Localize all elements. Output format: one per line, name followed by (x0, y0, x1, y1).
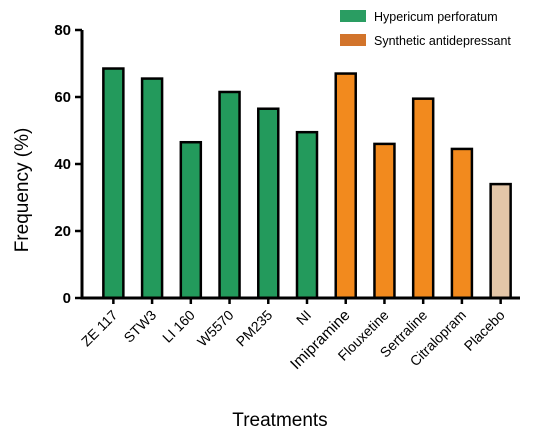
legend: Hypericum perforatum Synthetic antidepres… (340, 10, 511, 48)
bars (102, 67, 512, 300)
legend-label-hypericum: Hypericum perforatum (374, 10, 498, 24)
y-tick-label: 0 (63, 290, 71, 307)
bar-placebo (489, 182, 512, 300)
bar-ze-117 (102, 67, 125, 300)
x-tick-label: PM235 (233, 307, 276, 350)
bar-stw3 (140, 77, 164, 300)
x-tick-label: LI 160 (159, 307, 198, 346)
bar-pm235 (257, 107, 280, 300)
bar-flouxetine (373, 142, 396, 300)
bar-li-160 (179, 140, 203, 300)
bar-citralopram (450, 147, 474, 300)
x-tick-label: ZE 117 (78, 307, 121, 350)
y-tick-label: 40 (54, 156, 71, 173)
y-axis-title: Frequency (%) (12, 128, 33, 253)
bar-imipramine (334, 72, 357, 300)
bar-w5570 (218, 90, 241, 300)
legend-swatch-synthetic (340, 34, 366, 46)
legend-swatch-hypericum (340, 10, 366, 22)
bar-ni (295, 130, 319, 300)
bar-sertraline (411, 97, 435, 300)
y-tick-label: 60 (54, 89, 71, 106)
x-tick-label: NI (293, 307, 314, 328)
x-tick-label: W5570 (194, 307, 237, 350)
x-tick-label: Placebo (461, 307, 508, 354)
y-tick-label: 20 (54, 223, 71, 240)
x-axis-title: Treatments (232, 410, 327, 431)
legend-label-synthetic: Synthetic antidepressant (374, 34, 511, 48)
y-axis-ticks: 0 20 40 60 80 (54, 22, 82, 307)
x-tick-label: STW3 (120, 307, 159, 346)
y-tick-label: 80 (54, 22, 71, 39)
